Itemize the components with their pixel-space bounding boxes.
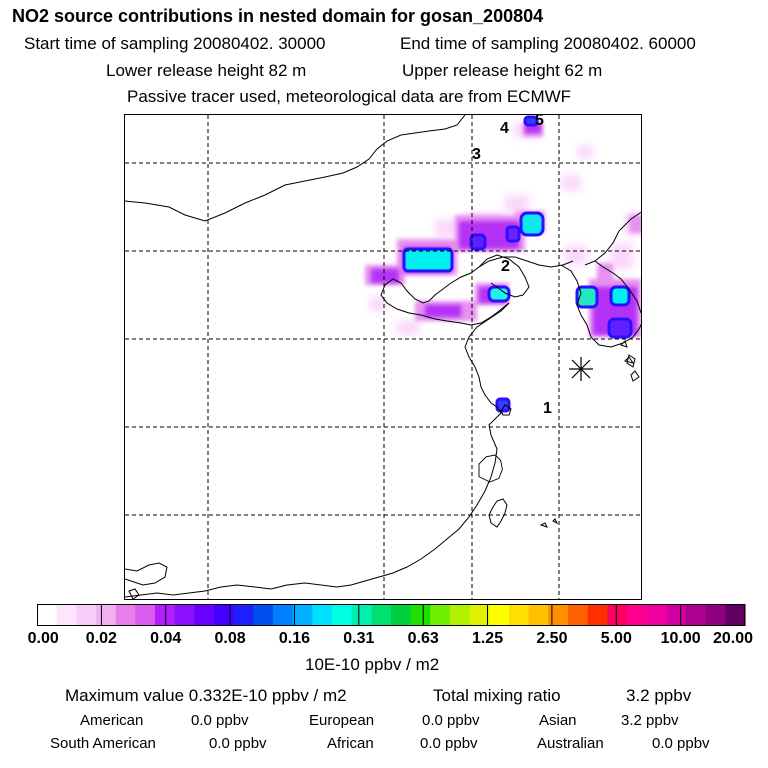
colorbar-tick-label: 0.63 bbox=[407, 630, 439, 647]
colorbar-cell bbox=[391, 604, 412, 626]
region-value: 0.0 ppbv bbox=[191, 712, 249, 729]
traj-label-5: 5 bbox=[535, 115, 544, 129]
release-lower: Lower release height 82 m bbox=[106, 61, 307, 80]
colorbar-tick-label: 20.00 bbox=[712, 630, 754, 647]
colorbar-unit: 10E-10 ppbv / m2 bbox=[305, 655, 440, 674]
release-upper: Upper release height 62 m bbox=[402, 61, 603, 80]
colorbar-cell bbox=[56, 604, 77, 626]
colorbar-cell bbox=[37, 604, 58, 626]
colorbar-cell bbox=[509, 604, 530, 626]
colorbar-cell bbox=[587, 604, 608, 626]
colorbar-tick-label: 10.00 bbox=[660, 630, 701, 647]
colorbar-cell bbox=[686, 604, 707, 626]
colorbar-cell bbox=[253, 604, 274, 626]
traj-label-3: 3 bbox=[472, 146, 481, 163]
traj-label-2: 2 bbox=[501, 258, 510, 275]
region-name: African bbox=[327, 735, 374, 752]
region-value: 0.0 ppbv bbox=[420, 735, 478, 752]
region-value: 0.0 ppbv bbox=[652, 735, 710, 752]
colorbar-cell bbox=[627, 604, 648, 626]
colorbar-cell bbox=[666, 604, 687, 626]
colorbar-tick-label: 2.50 bbox=[536, 630, 568, 647]
colorbar-cell bbox=[76, 604, 97, 626]
colorbar-tick-label: 5.00 bbox=[600, 630, 632, 647]
max-value: Maximum value 0.332E-10 ppbv / m2 bbox=[65, 686, 347, 705]
colorbar-cell bbox=[194, 604, 215, 626]
colorbar-cell bbox=[450, 604, 471, 626]
colorbar-cell bbox=[135, 604, 156, 626]
colorbar-cell bbox=[351, 604, 372, 626]
sampling-end: End time of sampling 20080402. 60000 bbox=[400, 34, 696, 53]
colorbar-tick-label: 0.04 bbox=[150, 630, 182, 647]
colorbar-cell bbox=[292, 604, 313, 626]
colorbar-cell bbox=[155, 604, 176, 626]
colorbar-cell bbox=[469, 604, 490, 626]
colorbar-cell bbox=[489, 604, 510, 626]
colorbar-cell bbox=[568, 604, 589, 626]
colorbar-tick-label: 0.00 bbox=[27, 630, 59, 647]
colorbar-cell bbox=[548, 604, 569, 626]
traj-label-1: 1 bbox=[543, 400, 552, 417]
region-name: Australian bbox=[537, 735, 604, 752]
colorbar-tick-label: 0.02 bbox=[85, 630, 117, 647]
map-svg: 1 2 3 4 5 bbox=[125, 115, 641, 599]
colorbar-cell bbox=[96, 604, 117, 626]
colorbar-cell bbox=[115, 604, 136, 626]
region-value: 0.0 ppbv bbox=[209, 735, 267, 752]
region-name: Asian bbox=[539, 712, 577, 729]
colorbar-cell bbox=[174, 604, 195, 626]
colorbar-tick-label: 0.08 bbox=[214, 630, 246, 647]
colorbar-cell bbox=[430, 604, 451, 626]
colorbar-tick-label: 1.25 bbox=[471, 630, 504, 647]
region-value: 0.0 ppbv bbox=[422, 712, 480, 729]
station-star-icon bbox=[569, 357, 593, 381]
colorbar-cell bbox=[332, 604, 353, 626]
colorbar-cell bbox=[646, 604, 667, 626]
map-grid bbox=[125, 115, 641, 599]
colorbar-cell bbox=[705, 604, 726, 626]
region-value: 3.2 ppbv bbox=[621, 712, 679, 729]
colorbar-cell bbox=[607, 604, 628, 626]
colorbar-cell bbox=[312, 604, 333, 626]
sampling-start: Start time of sampling 20080402. 30000 bbox=[24, 34, 326, 53]
region-name: American bbox=[80, 712, 144, 729]
colorbar-tick-label: 0.31 bbox=[343, 630, 375, 647]
map-panel: 1 2 3 4 5 bbox=[124, 114, 642, 600]
colorbar-cell bbox=[233, 604, 254, 626]
total-mixing-label: Total mixing ratio bbox=[433, 686, 561, 705]
region-name: South American bbox=[50, 735, 156, 752]
region-name: European bbox=[309, 712, 375, 729]
concentration-high bbox=[402, 115, 633, 413]
colorbar bbox=[37, 604, 746, 626]
total-mixing-value: 3.2 ppbv bbox=[626, 686, 692, 705]
colorbar-cell bbox=[214, 604, 235, 626]
colorbar-cell bbox=[371, 604, 392, 626]
traj-label-4: 4 bbox=[500, 120, 509, 137]
colorbar-cell bbox=[725, 604, 746, 626]
colorbar-cell bbox=[410, 604, 431, 626]
colorbar-cell bbox=[273, 604, 294, 626]
coastlines bbox=[125, 115, 641, 599]
colorbar-tick-label: 0.16 bbox=[278, 630, 311, 647]
subtitle: Passive tracer used, meteorological data… bbox=[127, 87, 572, 106]
colorbar-cell bbox=[528, 604, 549, 626]
chart-title: NO2 source contributions in nested domai… bbox=[12, 6, 544, 26]
